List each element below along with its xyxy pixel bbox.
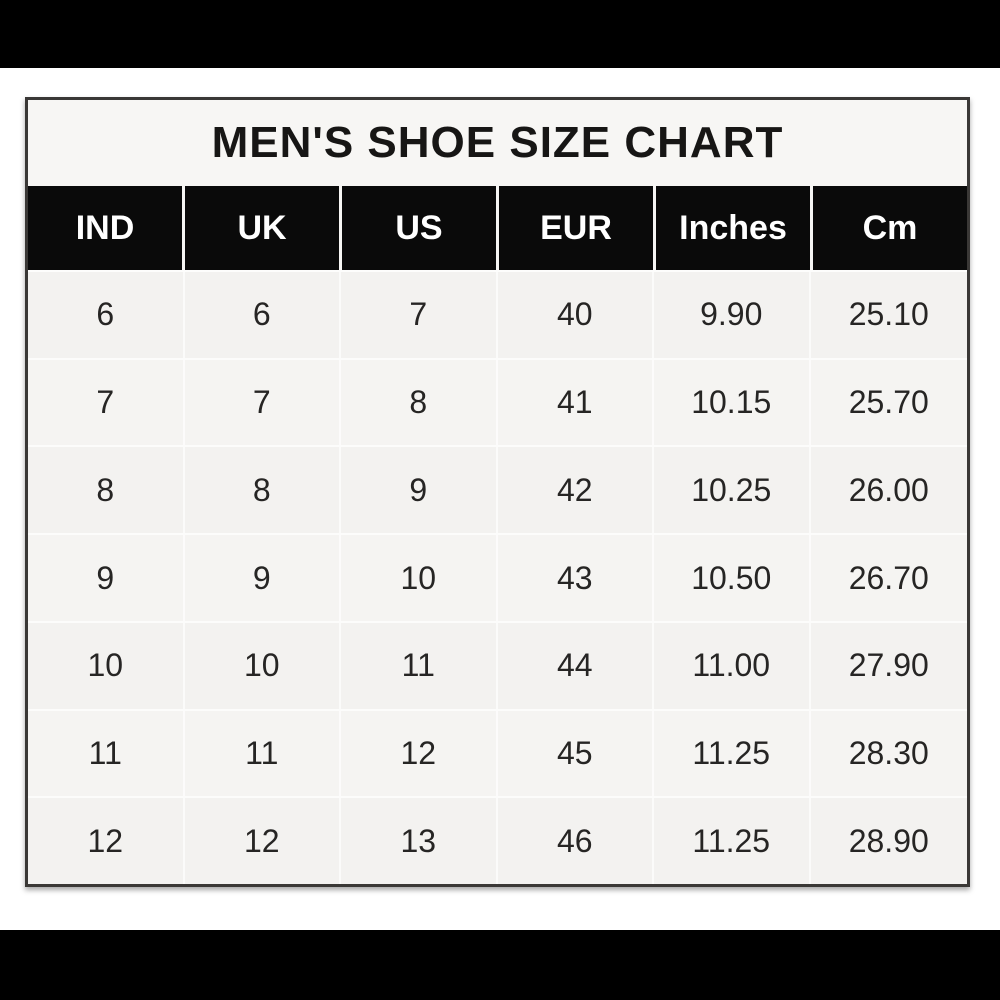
table-cell-us: 13 [341,798,498,885]
table-cell-uk: 10 [185,622,341,709]
table-cell-uk: 9 [185,535,341,621]
header-cell-eur: EUR [499,186,653,270]
table-cell-eur: 44 [498,622,654,709]
table-cell-cm: 25.10 [848,296,929,333]
table-row: 10 10 11 44 11.00 27.90 [28,620,967,709]
table-cell-cm: 26.00 [848,471,929,508]
table-cell-ind: 6 [28,272,185,358]
size-table-header-row: IND UK US EUR Inches Cm [28,186,967,272]
table-cell-inches: 11.00 [654,622,811,709]
table-cell-uk: 6 [185,272,341,358]
table-cell-ind: 8 [28,447,185,534]
table-row: 7 7 8 41 10.15 25.70 [28,357,967,446]
table-cell-uk: 11 [185,710,341,797]
table-cell-eur: 45 [498,710,654,797]
table-cell-ind: 10 [28,622,185,709]
table-cell-cm: 25.70 [848,384,929,421]
table-cell-inches: 10.15 [654,359,811,446]
chart-title: MEN'S SHOE SIZE CHART [28,100,967,186]
table-cell-us: 8 [341,359,498,446]
table-cell-eur: 42 [498,447,654,534]
table-cell-inches: 9.90 [654,272,811,358]
header-cell-uk: UK [185,186,339,270]
shoe-size-chart-table: MEN'S SHOE SIZE CHART IND UK US EUR Inches Cm… [25,97,970,887]
table-row: 9 9 10 43 10.50 26.70 [28,533,967,621]
table-cell-inches: 11.25 [654,798,811,885]
table-cell-ind: 7 [28,359,185,446]
table-cell-inches: 10.25 [654,447,811,534]
header-cell-us: US [342,186,496,270]
header-cell-inches: Inches [656,186,810,270]
table-cell-eur: 46 [498,798,654,885]
table-cell-eur: 43 [498,535,654,621]
table-cell-uk: 7 [185,359,341,446]
table-cell-cm: 28.30 [848,734,929,771]
table-cell-cm: 28.90 [848,822,929,859]
table-cell-cm: 27.90 [848,647,929,684]
header-cell-ind: IND [28,186,182,270]
header-cell-cm: Cm [813,186,967,270]
table-cell-eur: 40 [498,272,654,358]
table-cell-us: 9 [341,447,498,534]
table-cell-inches: 11.25 [654,710,811,797]
table-cell-uk: 12 [185,798,341,885]
bottom-letterbox-bar [0,930,1000,1000]
table-cell-us: 10 [341,535,498,621]
table-cell-us: 7 [341,272,498,358]
top-letterbox-bar [0,0,1000,68]
table-row: 6 6 7 40 9.90 25.10 [28,272,967,358]
table-cell-uk: 8 [185,447,341,534]
table-cell-us: 11 [341,622,498,709]
table-cell-eur: 41 [498,359,654,446]
table-cell-cm: 26.70 [848,559,929,596]
table-cell-ind: 12 [28,798,185,885]
table-cell-inches: 10.50 [654,535,811,621]
table-row: 12 12 13 46 11.25 28.90 [28,796,967,885]
table-row: 8 8 9 42 10.25 26.00 [28,445,967,534]
table-row: 11 11 12 45 11.25 28.30 [28,708,967,797]
size-table-body: 6 6 7 40 9.90 25.10 7 7 8 41 10.15 25.70 8 8 9 42 10.25 2… [28,272,967,885]
table-cell-ind: 11 [28,710,185,797]
table-cell-ind: 9 [28,535,185,621]
table-cell-us: 12 [341,710,498,797]
